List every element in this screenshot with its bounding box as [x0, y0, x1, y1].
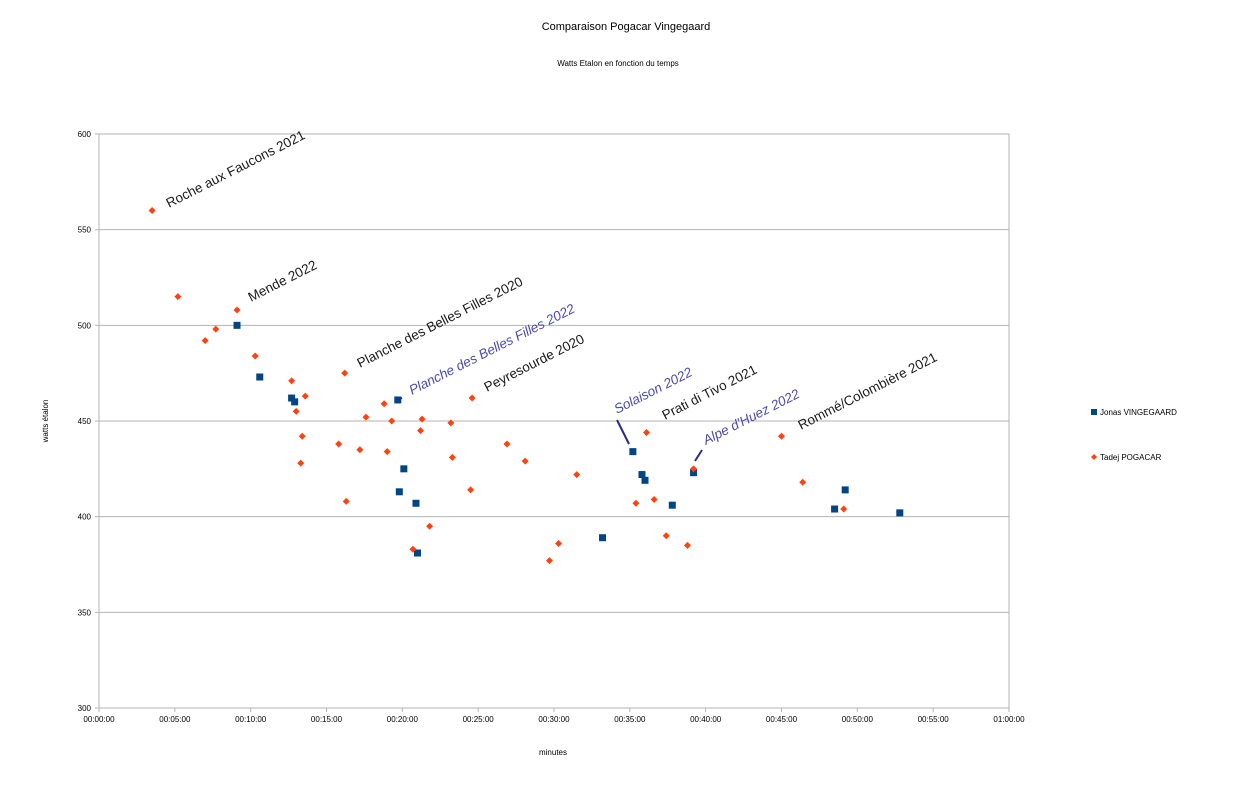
data-point-pogacar — [643, 428, 651, 436]
x-tick-label: 00:30:00 — [538, 715, 570, 724]
x-tick-label: 00:10:00 — [235, 715, 267, 724]
data-point-pogacar — [447, 419, 455, 427]
data-point-pogacar — [799, 478, 807, 486]
data-point-pogacar — [418, 415, 426, 423]
x-tick-label: 00:35:00 — [614, 715, 646, 724]
y-tick-label: 550 — [78, 226, 92, 235]
data-point-pogacar — [448, 453, 456, 461]
data-point-pogacar — [148, 207, 156, 215]
x-tick-label: 00:15:00 — [311, 715, 343, 724]
data-point-pogacar — [521, 457, 529, 465]
data-point-pogacar — [301, 392, 309, 400]
annotation-leader-line — [616, 419, 630, 445]
y-tick-label: 500 — [78, 321, 92, 330]
x-tick-label: 00:55:00 — [918, 715, 950, 724]
data-point-pogacar — [555, 539, 563, 547]
legend-label-vingegaard: Jonas VINGEGAARD — [1100, 408, 1177, 417]
data-point-pogacar — [650, 495, 658, 503]
data-point-pogacar — [545, 557, 553, 565]
data-point-vingegaard — [599, 534, 607, 542]
data-point-pogacar — [297, 459, 305, 467]
data-point-vingegaard — [233, 321, 241, 329]
y-tick-label: 400 — [78, 513, 92, 522]
data-point-pogacar — [298, 432, 306, 440]
x-tick-label: 00:50:00 — [842, 715, 874, 724]
axes: 300 350 400 450 500 550 600 00:00:00 00:05:00 00:… — [78, 130, 1025, 724]
data-point-pogacar — [840, 505, 848, 513]
data-point-pogacar — [292, 407, 300, 415]
annotation-leader-line — [694, 449, 703, 462]
y-tick-label: 450 — [78, 417, 92, 426]
data-point-vingegaard — [841, 486, 849, 494]
data-point-pogacar — [383, 448, 391, 456]
annotation-leader-line — [396, 397, 403, 401]
data-point-pogacar — [251, 352, 259, 360]
chart-subtitle: Watts Etalon en fonction du temps — [557, 59, 679, 68]
data-point-pogacar — [662, 532, 670, 540]
data-point-pogacar — [335, 440, 343, 448]
x-tick-label: 00:40:00 — [690, 715, 722, 724]
x-tick-label: 00:05:00 — [159, 715, 191, 724]
y-tick-label: 600 — [78, 130, 92, 139]
x-tick-label: 00:00:00 — [83, 715, 115, 724]
data-point-vingegaard — [291, 398, 299, 406]
data-point-vingegaard — [414, 549, 421, 557]
data-point-vingegaard — [288, 394, 296, 402]
data-point-vingegaard — [896, 509, 904, 517]
data-point-pogacar — [233, 306, 241, 314]
data-point-pogacar — [342, 497, 350, 505]
x-tick-label: 00:25:00 — [463, 715, 495, 724]
x-tick-label: 00:20:00 — [387, 715, 419, 724]
data-point-vingegaard — [412, 499, 420, 507]
data-point-pogacar — [212, 325, 220, 333]
data-point-pogacar — [778, 432, 785, 440]
data-point-vingegaard — [395, 488, 403, 496]
data-point-pogacar — [467, 486, 475, 494]
data-point-pogacar — [380, 400, 388, 408]
data-point-pogacar — [690, 465, 698, 473]
chart-title: Comparaison Pogacar Vingegaard — [542, 21, 711, 33]
data-point-vingegaard — [641, 476, 649, 484]
data-point-vingegaard — [831, 505, 839, 513]
x-axis-title: minutes — [539, 748, 567, 757]
data-point-pogacar — [683, 541, 691, 549]
x-tick-label: 01:00:00 — [993, 715, 1025, 724]
data-point-pogacar — [201, 337, 209, 345]
data-point-pogacar — [417, 427, 425, 435]
data-point-pogacar — [409, 545, 417, 553]
x-tick-label: 00:45:00 — [766, 715, 798, 724]
data-point-pogacar — [341, 369, 349, 377]
data-point-vingegaard — [690, 469, 698, 477]
data-point-pogacar — [388, 417, 396, 425]
data-point-vingegaard — [400, 465, 408, 473]
legend-marker-pogacar — [1091, 454, 1097, 460]
data-point-vingegaard — [638, 471, 646, 479]
data-point-vingegaard — [256, 373, 264, 381]
data-point-pogacar — [174, 293, 182, 301]
data-point-pogacar — [426, 522, 434, 530]
data-point-vingegaard — [668, 501, 676, 509]
data-point-vingegaard — [629, 448, 637, 456]
y-tick-label: 350 — [78, 608, 92, 617]
legend-label-pogacar: Tadej POGACAR — [1100, 453, 1162, 462]
data-point-pogacar — [468, 394, 476, 402]
data-point-pogacar — [288, 377, 296, 385]
y-axis-title: watts étalon — [41, 400, 50, 444]
data-point-pogacar — [632, 499, 640, 507]
y-tick-label: 300 — [78, 704, 92, 713]
data-point-pogacar — [503, 440, 511, 448]
legend: Jonas VINGEGAARD Tadej POGACAR — [1091, 408, 1177, 462]
data-points — [148, 207, 904, 565]
data-point-pogacar — [356, 446, 364, 454]
data-point-pogacar — [362, 413, 370, 421]
legend-marker-vingegaard — [1091, 409, 1097, 415]
data-point-pogacar — [573, 471, 581, 479]
